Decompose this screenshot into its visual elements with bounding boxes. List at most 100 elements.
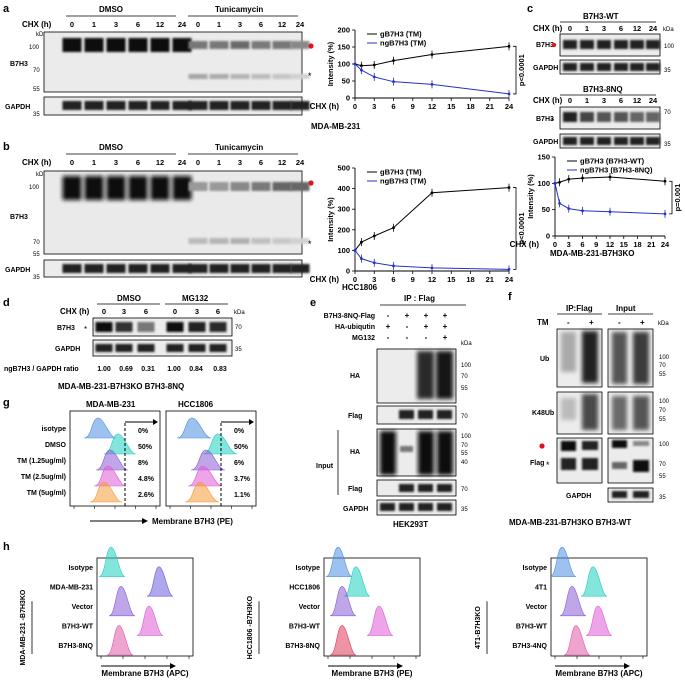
blot-band: [166, 344, 184, 352]
flow-row-label: TM (2.5ug/ml): [21, 474, 66, 481]
blot-label-b7h3: B7H3: [536, 116, 554, 123]
panel-label-b: b: [3, 141, 10, 153]
blot-label-gapdh: GAPDH: [566, 493, 591, 500]
condition-sign: -: [406, 322, 409, 331]
lane-label: 0: [568, 96, 572, 105]
blot-band: [150, 101, 170, 110]
x-tick-label: 15: [620, 240, 628, 249]
data-point: [360, 68, 363, 72]
marker-70: 70: [461, 414, 468, 420]
condition-sign: +: [405, 311, 410, 320]
marker-70: 70: [33, 240, 40, 246]
histogram-peak: [549, 546, 577, 577]
lane-label: 0: [196, 20, 200, 29]
blot-band: [646, 137, 660, 145]
flow-percent: 0%: [138, 428, 149, 435]
marker-70: 70: [461, 487, 468, 493]
lane-label: 1: [92, 158, 96, 167]
group-label-mg132: MG132: [182, 294, 209, 303]
non-glycosylated-marker-icon: *: [546, 460, 550, 470]
x-tick-label: 12: [428, 102, 436, 111]
lane-label: 1: [217, 158, 221, 167]
marker-55: 55: [659, 417, 666, 423]
data-point: [360, 240, 363, 244]
blot-band: [230, 101, 250, 110]
marker-70: 70: [235, 325, 242, 331]
group-label-tunicamycin: Tunicamycin: [215, 143, 263, 152]
data-point: [558, 180, 561, 184]
blot-band: [115, 322, 133, 332]
blot-band: [630, 137, 644, 145]
blot-label-k48ub: K48Ub: [532, 410, 554, 417]
data-point: [372, 63, 376, 67]
lane-label: 6: [144, 307, 148, 316]
lane-label: 6: [259, 158, 263, 167]
arrow-right-icon: [142, 518, 148, 524]
x-tick-label: 6: [391, 275, 395, 284]
blot-band: [563, 63, 577, 71]
data-point: [392, 226, 395, 230]
x-axis-label: CHX (h): [510, 240, 540, 249]
blot-band: [209, 41, 229, 49]
y-tick-label: 200: [337, 225, 350, 234]
lane-label: 1: [585, 96, 589, 105]
ip-title: IP : Flag: [404, 294, 435, 303]
blot-title-wt: B7H3-WT: [583, 12, 619, 21]
histogram-peak: [559, 586, 587, 617]
blot-label-gapdh: GAPDH: [533, 65, 558, 72]
blot-band: [62, 38, 82, 52]
blot-band: [172, 264, 192, 273]
blot-band: [251, 41, 271, 49]
marker-55: 55: [461, 451, 468, 457]
blot-input-flag: [376, 479, 457, 497]
blot-input-gapdh: [376, 499, 457, 516]
blot-band: [272, 264, 292, 273]
lane-label: 0.31: [141, 366, 155, 373]
flow-subpanel-3: Isotype 4T1 Vector B7H3-WT B7H3-4NQ 4T1-B7H3K…: [475, 546, 648, 678]
data-point: [430, 191, 434, 195]
series-line: [354, 250, 510, 270]
flow-xlabel: Membrane B7H3 (APC): [555, 669, 642, 678]
blot-band: [230, 74, 250, 79]
blot-band: [646, 63, 660, 71]
panel-d: d DMSO MG132 CHX (h) 0 3 6 0 3 6 kDa B7H3 * 7…: [3, 294, 245, 391]
lane-label: 3: [114, 20, 118, 29]
flow-title-left: MDA-MB-231: [86, 400, 136, 409]
blot-band: [272, 74, 292, 79]
flow-row-label: B7H3-4NQ: [512, 643, 547, 650]
lane-label: 0.69: [119, 366, 133, 373]
significance-bracket: [513, 45, 517, 95]
histogram-peak: [202, 433, 238, 455]
blot-band: [137, 344, 155, 352]
chart-b: 0 100 200 300 400 500 0 3 6 9 12 15 18 21 24 CHX (h) Int…: [310, 164, 526, 285]
lane-label: 3: [238, 20, 242, 29]
blot-band: [188, 344, 206, 352]
marker-40: 40: [461, 460, 468, 466]
blot-band: [290, 182, 310, 191]
flow-row-label: B7H3-8NQ: [58, 643, 93, 650]
chx-header: CHX (h): [22, 158, 52, 167]
glycosylated-marker-icon: [539, 443, 545, 449]
panel-e: e IP : Flag B7H3-8NQ-Flag - + + + HA-ubiqutin…: [310, 294, 472, 529]
blot-band: [62, 176, 82, 200]
lane-label: 6: [136, 20, 140, 29]
blot-title-8nq: B7H3-8NQ: [583, 85, 623, 94]
lane-label: 12: [156, 20, 164, 29]
blot-band: [172, 176, 192, 200]
x-tick-label: 0: [353, 275, 357, 284]
marker-100: 100: [461, 434, 472, 440]
marker-100: 100: [461, 363, 472, 369]
blot-band: [62, 101, 82, 110]
blot-band: [290, 41, 310, 49]
series-line: [554, 183, 666, 215]
significance-bracket: [513, 187, 517, 270]
flow-percent: 50%: [234, 444, 249, 451]
blot-band: [630, 63, 644, 71]
lane-label: 0.83: [213, 366, 227, 373]
x-tick-label: 6: [580, 240, 584, 249]
histogram-peak: [187, 465, 223, 487]
lane-label: 1: [92, 20, 96, 29]
blot-band: [290, 101, 310, 110]
x-tick-label: 12: [428, 275, 436, 284]
blot-band: [563, 137, 577, 145]
